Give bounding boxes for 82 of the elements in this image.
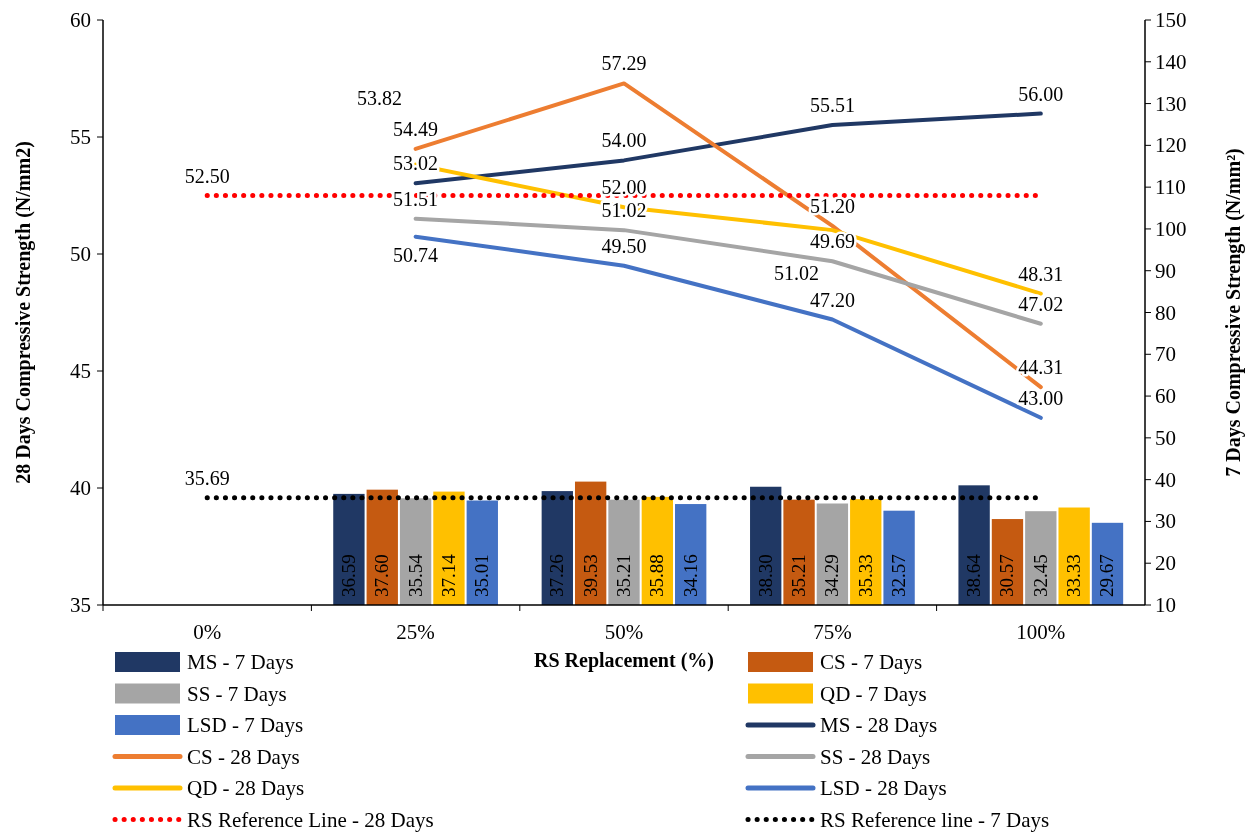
- x-tick-label: 50%: [604, 620, 644, 644]
- data-label: 48.31: [1018, 262, 1064, 285]
- legend-label: MS - 28 Days: [820, 713, 938, 737]
- data-label: 47.20: [809, 288, 855, 311]
- x-tick-label: 75%: [813, 620, 852, 644]
- x-tick-label: 0%: [193, 620, 222, 644]
- data-label: 52.00: [601, 176, 647, 199]
- y2-tick-label: 80: [1155, 300, 1176, 325]
- data-label: 35.21: [613, 554, 634, 597]
- data-label: 35.54: [404, 553, 426, 597]
- y2-tick-label: 110: [1155, 175, 1186, 200]
- data-label: 57.29: [601, 52, 647, 75]
- data-label: 38.64: [963, 553, 985, 597]
- legend-label: SS - 7 Days: [187, 681, 287, 706]
- data-label: 43.00: [1018, 386, 1064, 409]
- data-label: 54.00: [601, 129, 647, 152]
- y-axis-title: 28 Days Compressive Strength (N/mm2): [12, 141, 35, 484]
- x-tick-label: 100%: [1016, 620, 1066, 644]
- y2-tick-label: 150: [1155, 8, 1187, 32]
- y2-axis-title: 7 Days Compressive Strength (N/mm²): [1222, 148, 1245, 477]
- y2-tick-label: 100: [1155, 216, 1187, 241]
- y2-tick-label: 90: [1155, 258, 1176, 283]
- y-tick-label: 45: [70, 359, 91, 383]
- data-label: 32.45: [1029, 554, 1051, 597]
- y2-tick-label: 130: [1155, 91, 1187, 116]
- data-label: 51.20: [809, 194, 855, 217]
- data-label: 35.33: [854, 554, 876, 597]
- data-label: 35.88: [646, 554, 668, 597]
- y-tick-label: 50: [70, 242, 91, 266]
- data-label: 55.51: [809, 94, 855, 117]
- legend-label: QD - 28 Days: [187, 776, 305, 800]
- y2-tick-label: 120: [1155, 133, 1187, 158]
- y2-tick-label: 20: [1155, 551, 1176, 576]
- legend-label: RS Reference line - 7 Days: [820, 807, 1050, 832]
- y-tick-label: 60: [70, 8, 91, 32]
- legend-label: LSD - 28 Days: [820, 776, 947, 800]
- data-label: 37.14: [437, 553, 459, 597]
- data-label: 49.69: [809, 230, 855, 253]
- y-tick-label: 35: [70, 593, 91, 617]
- data-label: 32.57: [888, 554, 910, 597]
- data-label: 39.53: [579, 554, 601, 597]
- legend-label: CS - 7 Days: [820, 650, 923, 674]
- legend-label: RS Reference Line - 28 Days: [187, 807, 434, 832]
- data-label: 50.74: [393, 243, 439, 266]
- legend-label: MS - 7 Days: [187, 650, 294, 674]
- data-label: 44.31: [1018, 356, 1064, 379]
- y2-tick-label: 60: [1155, 384, 1176, 409]
- y2-tick-label: 50: [1155, 425, 1176, 450]
- data-label: 29.67: [1096, 554, 1118, 597]
- y2-tick-label: 140: [1155, 49, 1187, 74]
- x-axis-title: RS Replacement (%): [534, 649, 714, 672]
- legend-label: CS - 28 Days: [187, 744, 300, 769]
- y-tick-label: 40: [70, 476, 91, 500]
- y2-tick-label: 40: [1155, 467, 1176, 492]
- data-label: 33.33: [1063, 554, 1085, 597]
- data-label: 49.50: [601, 234, 647, 257]
- data-label: 30.57: [996, 554, 1018, 597]
- data-label: 35.21: [788, 554, 810, 597]
- y2-tick-label: 70: [1155, 342, 1176, 367]
- data-label: 35.01: [471, 554, 493, 597]
- y2-tick-label: 10: [1155, 593, 1176, 617]
- legend-label: QD - 7 Days: [820, 681, 927, 706]
- legend-label: LSD - 7 Days: [187, 713, 304, 737]
- data-label: 37.26: [546, 554, 568, 597]
- data-label: 34.16: [679, 554, 701, 597]
- data-label: 47.02: [1018, 292, 1064, 315]
- data-label: 37.60: [371, 554, 393, 597]
- legend-label: SS - 28 Days: [820, 744, 931, 769]
- data-label: 56.00: [1018, 82, 1064, 105]
- data-label: 53.82: [357, 86, 403, 109]
- y-tick-label: 55: [70, 125, 91, 149]
- data-label: 36.59: [337, 554, 359, 597]
- y2-tick-label: 30: [1155, 509, 1176, 534]
- data-label: 51.51: [393, 187, 439, 210]
- data-label: 54.49: [393, 117, 439, 140]
- data-label: 38.30: [754, 554, 776, 597]
- data-label: 34.29: [821, 554, 843, 597]
- data-label: 51.02: [773, 262, 819, 285]
- data-label: 53.02: [393, 152, 439, 175]
- data-label: 52.50: [184, 164, 230, 187]
- data-label: 35.69: [184, 466, 230, 489]
- x-tick-label: 25%: [396, 620, 435, 644]
